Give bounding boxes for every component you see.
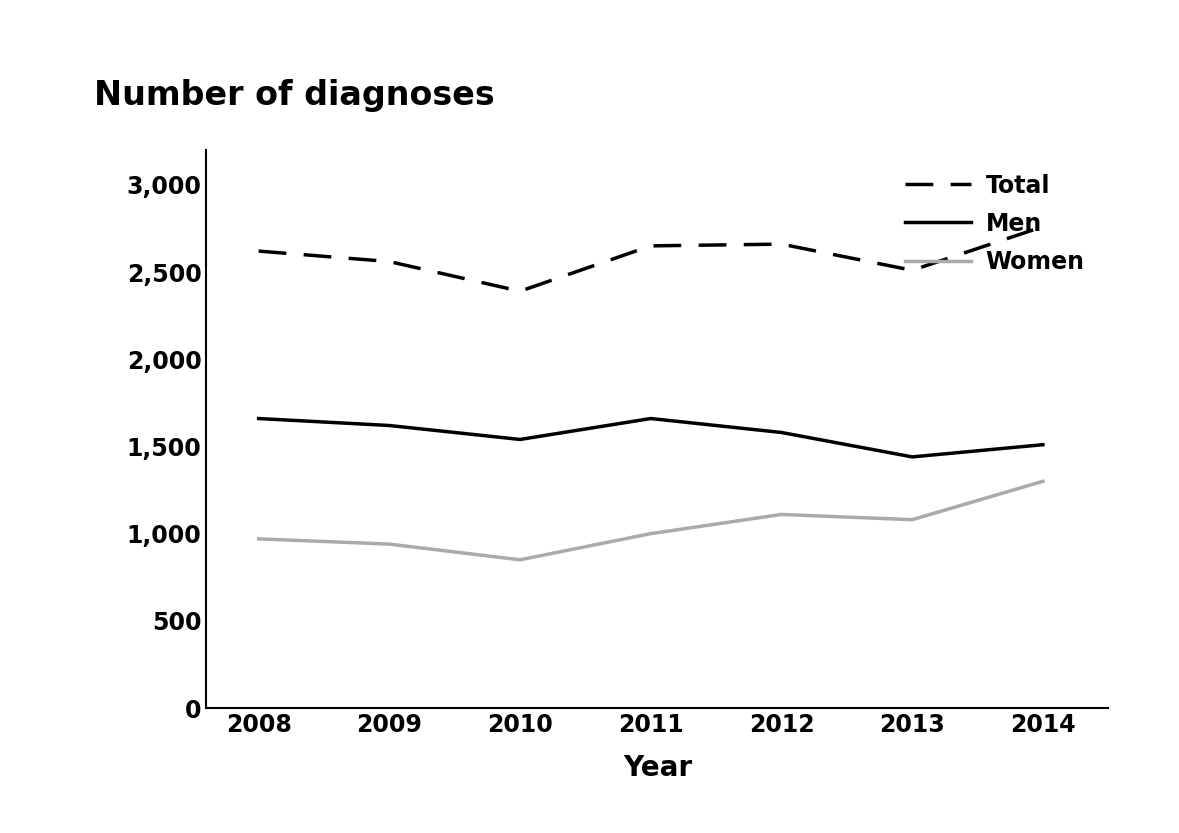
Women — [775, 510, 789, 520]
Women — [513, 555, 527, 565]
Women — [382, 539, 396, 549]
Total — [382, 257, 396, 267]
Total — [644, 241, 658, 251]
Text: Number of diagnoses: Number of diagnoses — [94, 79, 495, 112]
Line: Women: Women — [258, 481, 1043, 560]
Men — [775, 427, 789, 437]
X-axis label: Year: Year — [623, 754, 692, 781]
Men — [382, 421, 396, 431]
Men — [513, 435, 527, 445]
Men — [1036, 440, 1050, 450]
Women — [1036, 476, 1050, 486]
Women — [644, 529, 658, 539]
Legend: Total, Men, Women: Total, Men, Women — [894, 162, 1096, 286]
Total — [1036, 222, 1050, 232]
Total — [775, 239, 789, 249]
Total — [513, 287, 527, 297]
Men — [644, 413, 658, 423]
Men — [905, 451, 920, 461]
Line: Total: Total — [258, 227, 1043, 292]
Women — [905, 515, 920, 525]
Total — [251, 246, 265, 256]
Men — [251, 413, 265, 423]
Women — [251, 534, 265, 544]
Line: Men: Men — [258, 418, 1043, 456]
Total — [905, 265, 920, 275]
